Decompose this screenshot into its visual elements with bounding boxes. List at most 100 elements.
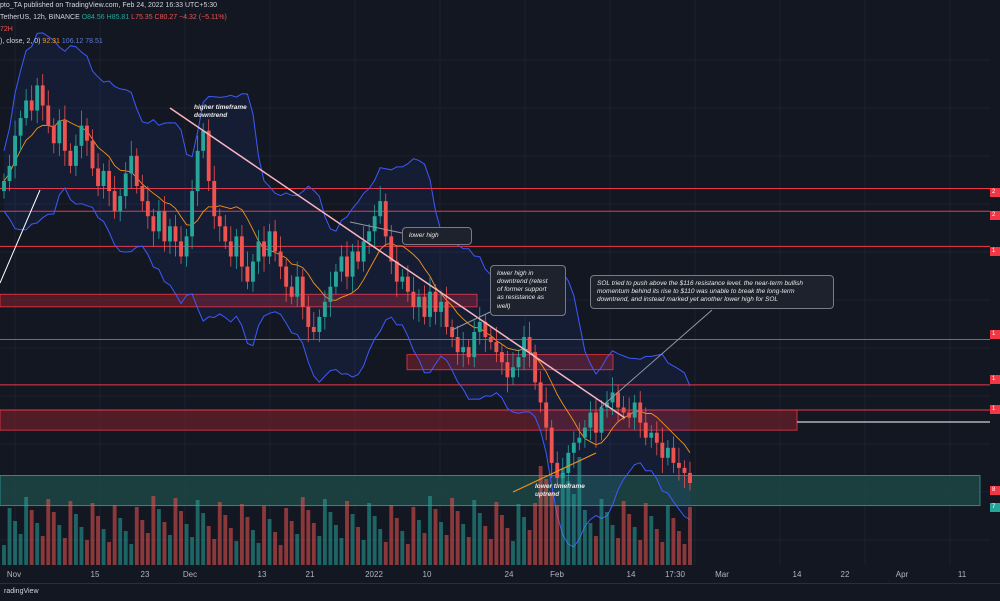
volume-bar <box>605 512 609 565</box>
candle-body <box>46 105 51 126</box>
x-tick-label: 10 <box>422 570 432 579</box>
volume-bar <box>234 541 239 565</box>
candle-body <box>411 291 416 307</box>
lower-timeframe-label: lower timeframe uptrend <box>535 483 585 499</box>
candle-body <box>262 241 266 257</box>
candle-body <box>35 85 40 111</box>
volume-bar <box>538 466 543 565</box>
volume-bar <box>173 498 178 565</box>
candle-body <box>228 241 233 257</box>
volume-bar <box>40 536 45 565</box>
volume-bar <box>118 518 123 565</box>
volume-bar <box>267 519 272 565</box>
candle-body <box>306 306 311 327</box>
volume-bar <box>660 542 665 565</box>
x-tick-label: 15 <box>90 570 100 579</box>
volume-bar <box>466 537 471 565</box>
volume-bar <box>511 541 515 565</box>
candle-body <box>439 301 443 312</box>
volume-bar <box>289 521 294 565</box>
volume-bar <box>671 518 676 565</box>
volume-bar <box>35 523 40 565</box>
candle-body <box>616 392 621 408</box>
candle-body <box>350 251 355 277</box>
volume-bar <box>24 497 29 565</box>
change-value: −4.32 (−5.11%) <box>179 14 227 21</box>
volume-bar <box>461 524 466 565</box>
bb-lower-value: 78.51 <box>85 38 103 45</box>
volume-bar <box>676 531 681 565</box>
candle-body <box>461 347 466 353</box>
candle-body <box>527 337 532 353</box>
candle-body <box>566 452 571 473</box>
high-value: H85.81 <box>106 14 130 21</box>
candle-body <box>372 216 377 232</box>
volume-bar <box>73 514 78 565</box>
bb-basis <box>3 119 691 454</box>
candle-body <box>256 241 261 262</box>
candle-body <box>494 342 499 353</box>
candle-body <box>356 251 361 262</box>
candle-body <box>665 447 670 458</box>
volume-bar <box>311 523 316 565</box>
volume-bar <box>79 527 84 565</box>
volume-bar <box>245 517 250 565</box>
candle-body <box>588 412 593 428</box>
volume-bar <box>610 525 615 565</box>
x-tick-label: Apr <box>895 570 909 579</box>
volume-bar <box>51 512 56 565</box>
candle-body <box>416 296 421 307</box>
volume-bar <box>389 505 394 565</box>
volume-bar <box>416 520 421 565</box>
volume-bar <box>411 507 416 565</box>
volume-bar <box>300 497 305 565</box>
candle-body <box>533 352 538 383</box>
price-tag: 1 <box>990 405 1000 414</box>
symbol-name: TetherUS, 12h, BINANCE <box>0 14 80 21</box>
candle-body <box>195 150 200 192</box>
candle-body <box>212 181 217 217</box>
volume-bar <box>455 511 460 565</box>
candle-body <box>85 125 89 141</box>
candle-body <box>682 467 687 473</box>
volume-bar <box>378 529 383 565</box>
volume-bar <box>621 501 626 565</box>
candlesticks <box>2 74 692 491</box>
volume-bar <box>444 535 449 565</box>
candle-body <box>267 231 272 257</box>
candle-body <box>18 118 23 136</box>
volume-bar <box>184 524 189 565</box>
volume-bar <box>162 522 167 565</box>
white-curve <box>0 189 41 284</box>
volume-bar <box>571 494 576 565</box>
candle-body <box>112 191 117 212</box>
volume-bar <box>499 515 504 565</box>
volume-bar <box>560 468 565 565</box>
volume-bar <box>151 496 156 565</box>
candle-body <box>389 236 394 262</box>
volume-bar <box>350 514 355 565</box>
candle-body <box>273 231 278 252</box>
bb-fill <box>4 32 690 547</box>
candle-body <box>643 422 648 438</box>
volume-bar <box>168 535 172 565</box>
lower-high-pointer <box>349 221 403 234</box>
candle-body <box>162 211 167 242</box>
downtrend-line <box>169 107 626 419</box>
candle-body <box>223 226 228 242</box>
volume-bar <box>472 500 477 565</box>
candle-body <box>129 155 134 174</box>
bb-upper <box>3 32 691 387</box>
volume-bar <box>522 517 526 565</box>
volume-bar <box>654 529 659 565</box>
candle-body <box>649 432 654 438</box>
open-value: O84.56 <box>81 14 105 21</box>
candle-body <box>345 256 349 277</box>
volume-bar <box>544 479 549 565</box>
volume-bar <box>582 510 587 565</box>
candle-body <box>251 261 255 282</box>
candle-body <box>422 296 427 317</box>
candle-body <box>201 130 206 151</box>
volume-bar <box>256 543 261 565</box>
